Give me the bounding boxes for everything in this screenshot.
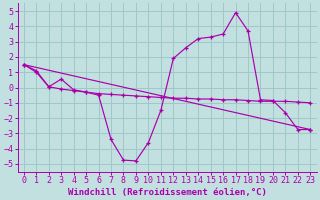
X-axis label: Windchill (Refroidissement éolien,°C): Windchill (Refroidissement éolien,°C) xyxy=(68,188,267,197)
